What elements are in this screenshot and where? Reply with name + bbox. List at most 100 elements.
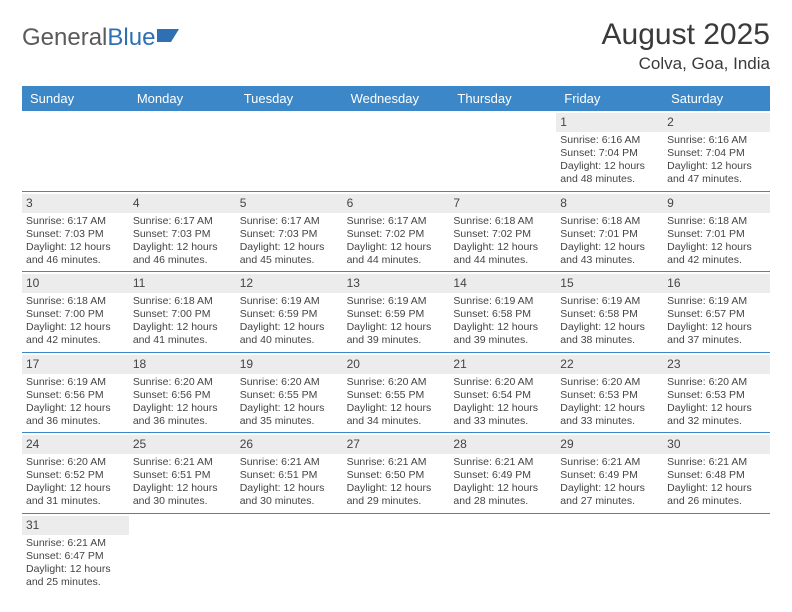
weekday-header-cell: Tuesday <box>236 86 343 111</box>
sunrise-line: Sunrise: 6:19 AM <box>667 295 766 308</box>
sunrise-line: Sunrise: 6:16 AM <box>667 134 766 147</box>
day-cell: 29Sunrise: 6:21 AMSunset: 6:49 PMDayligh… <box>556 433 663 513</box>
day-number: 3 <box>22 194 129 213</box>
week-row: 31Sunrise: 6:21 AMSunset: 6:47 PMDayligh… <box>22 514 770 594</box>
day-cell: 27Sunrise: 6:21 AMSunset: 6:50 PMDayligh… <box>343 433 450 513</box>
sunrise-line: Sunrise: 6:21 AM <box>667 456 766 469</box>
day-cell: 26Sunrise: 6:21 AMSunset: 6:51 PMDayligh… <box>236 433 343 513</box>
sunrise-line: Sunrise: 6:20 AM <box>453 376 552 389</box>
location: Colva, Goa, India <box>602 54 770 74</box>
weekday-header-cell: Sunday <box>22 86 129 111</box>
logo-part2: Blue <box>107 24 155 51</box>
day-cell: 25Sunrise: 6:21 AMSunset: 6:51 PMDayligh… <box>129 433 236 513</box>
sunset-line: Sunset: 6:59 PM <box>240 308 339 321</box>
weekday-header-cell: Wednesday <box>343 86 450 111</box>
sunset-line: Sunset: 7:00 PM <box>26 308 125 321</box>
day-cell: 17Sunrise: 6:19 AMSunset: 6:56 PMDayligh… <box>22 353 129 433</box>
day-cell: 13Sunrise: 6:19 AMSunset: 6:59 PMDayligh… <box>343 272 450 352</box>
sunset-line: Sunset: 6:54 PM <box>453 389 552 402</box>
sunset-line: Sunset: 6:52 PM <box>26 469 125 482</box>
daylight-line: Daylight: 12 hours and 38 minutes. <box>560 321 659 347</box>
day-number: 30 <box>663 435 770 454</box>
daylight-line: Daylight: 12 hours and 35 minutes. <box>240 402 339 428</box>
sunset-line: Sunset: 7:04 PM <box>560 147 659 160</box>
daylight-line: Daylight: 12 hours and 31 minutes. <box>26 482 125 508</box>
day-cell-empty <box>343 514 450 594</box>
day-cell-empty <box>663 514 770 594</box>
calendar-page: GeneralBlue August 2025 Colva, Goa, Indi… <box>0 0 792 603</box>
week-row: 3Sunrise: 6:17 AMSunset: 7:03 PMDaylight… <box>22 192 770 273</box>
day-number: 4 <box>129 194 236 213</box>
weekday-header-cell: Monday <box>129 86 236 111</box>
sunset-line: Sunset: 6:58 PM <box>560 308 659 321</box>
sunrise-line: Sunrise: 6:21 AM <box>240 456 339 469</box>
day-number: 25 <box>129 435 236 454</box>
day-cell: 7Sunrise: 6:18 AMSunset: 7:02 PMDaylight… <box>449 192 556 272</box>
sunset-line: Sunset: 6:57 PM <box>667 308 766 321</box>
sunset-line: Sunset: 7:02 PM <box>347 228 446 241</box>
day-number: 6 <box>343 194 450 213</box>
sunset-line: Sunset: 7:01 PM <box>667 228 766 241</box>
sunrise-line: Sunrise: 6:19 AM <box>453 295 552 308</box>
day-number: 19 <box>236 355 343 374</box>
day-number: 28 <box>449 435 556 454</box>
calendar-grid: 1Sunrise: 6:16 AMSunset: 7:04 PMDaylight… <box>22 111 770 593</box>
weekday-header-cell: Saturday <box>663 86 770 111</box>
sunrise-line: Sunrise: 6:20 AM <box>560 376 659 389</box>
sunrise-line: Sunrise: 6:21 AM <box>133 456 232 469</box>
sunset-line: Sunset: 7:01 PM <box>560 228 659 241</box>
flag-icon <box>157 26 183 44</box>
week-row: 1Sunrise: 6:16 AMSunset: 7:04 PMDaylight… <box>22 111 770 192</box>
day-cell: 8Sunrise: 6:18 AMSunset: 7:01 PMDaylight… <box>556 192 663 272</box>
day-number: 2 <box>663 113 770 132</box>
day-cell: 24Sunrise: 6:20 AMSunset: 6:52 PMDayligh… <box>22 433 129 513</box>
daylight-line: Daylight: 12 hours and 40 minutes. <box>240 321 339 347</box>
sunset-line: Sunset: 6:55 PM <box>240 389 339 402</box>
daylight-line: Daylight: 12 hours and 41 minutes. <box>133 321 232 347</box>
day-cell: 22Sunrise: 6:20 AMSunset: 6:53 PMDayligh… <box>556 353 663 433</box>
day-number: 1 <box>556 113 663 132</box>
daylight-line: Daylight: 12 hours and 36 minutes. <box>26 402 125 428</box>
daylight-line: Daylight: 12 hours and 33 minutes. <box>453 402 552 428</box>
day-number: 27 <box>343 435 450 454</box>
sunset-line: Sunset: 6:51 PM <box>240 469 339 482</box>
sunset-line: Sunset: 6:58 PM <box>453 308 552 321</box>
daylight-line: Daylight: 12 hours and 30 minutes. <box>133 482 232 508</box>
sunrise-line: Sunrise: 6:21 AM <box>26 537 125 550</box>
sunrise-line: Sunrise: 6:17 AM <box>347 215 446 228</box>
day-cell: 6 Sunrise: 6:17 AMSunset: 7:02 PMDaylight… <box>343 192 450 272</box>
sunset-line: Sunset: 6:53 PM <box>667 389 766 402</box>
day-number: 21 <box>449 355 556 374</box>
day-cell: 14Sunrise: 6:19 AMSunset: 6:58 PMDayligh… <box>449 272 556 352</box>
daylight-line: Daylight: 12 hours and 27 minutes. <box>560 482 659 508</box>
daylight-line: Daylight: 12 hours and 44 minutes. <box>347 241 446 267</box>
daylight-line: Daylight: 12 hours and 45 minutes. <box>240 241 339 267</box>
day-number: 15 <box>556 274 663 293</box>
sunrise-line: Sunrise: 6:18 AM <box>667 215 766 228</box>
sunrise-line: Sunrise: 6:17 AM <box>133 215 232 228</box>
day-cell: 5Sunrise: 6:17 AMSunset: 7:03 PMDaylight… <box>236 192 343 272</box>
day-cell: 16Sunrise: 6:19 AMSunset: 6:57 PMDayligh… <box>663 272 770 352</box>
daylight-line: Daylight: 12 hours and 30 minutes. <box>240 482 339 508</box>
day-cell-empty <box>556 514 663 594</box>
sunrise-line: Sunrise: 6:18 AM <box>133 295 232 308</box>
daylight-line: Daylight: 12 hours and 39 minutes. <box>347 321 446 347</box>
daylight-line: Daylight: 12 hours and 42 minutes. <box>667 241 766 267</box>
day-number: 5 <box>236 194 343 213</box>
week-row: 17Sunrise: 6:19 AMSunset: 6:56 PMDayligh… <box>22 353 770 434</box>
day-cell: 31Sunrise: 6:21 AMSunset: 6:47 PMDayligh… <box>22 514 129 594</box>
day-number: 12 <box>236 274 343 293</box>
sunset-line: Sunset: 6:59 PM <box>347 308 446 321</box>
sunrise-line: Sunrise: 6:18 AM <box>453 215 552 228</box>
daylight-line: Daylight: 12 hours and 28 minutes. <box>453 482 552 508</box>
daylight-line: Daylight: 12 hours and 25 minutes. <box>26 563 125 589</box>
sunrise-line: Sunrise: 6:19 AM <box>240 295 339 308</box>
day-number: 14 <box>449 274 556 293</box>
week-row: 10Sunrise: 6:18 AMSunset: 7:00 PMDayligh… <box>22 272 770 353</box>
sunset-line: Sunset: 7:04 PM <box>667 147 766 160</box>
sunset-line: Sunset: 6:49 PM <box>560 469 659 482</box>
sunrise-line: Sunrise: 6:21 AM <box>560 456 659 469</box>
daylight-line: Daylight: 12 hours and 36 minutes. <box>133 402 232 428</box>
day-cell: 1Sunrise: 6:16 AMSunset: 7:04 PMDaylight… <box>556 111 663 191</box>
day-cell-empty <box>343 111 450 191</box>
